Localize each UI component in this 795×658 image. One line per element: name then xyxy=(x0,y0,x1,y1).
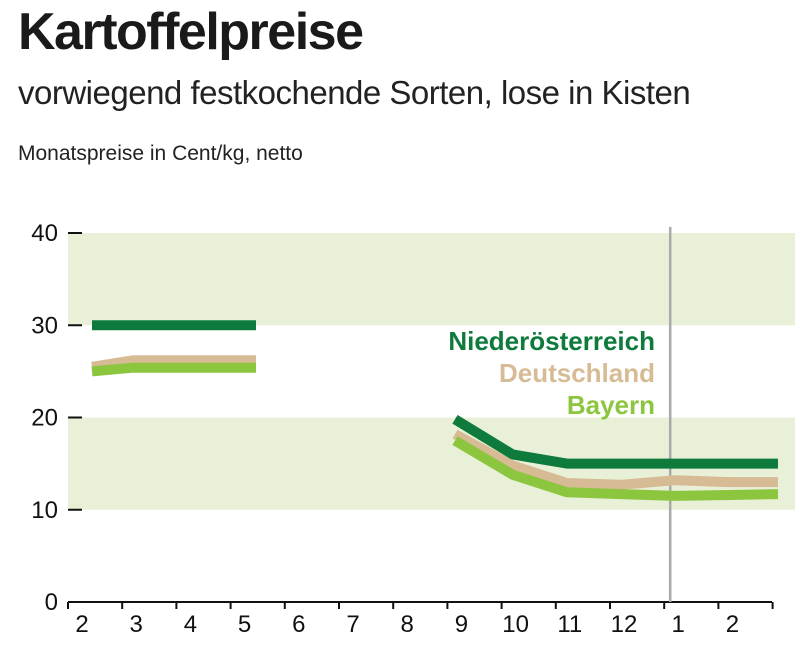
x-tick-label: 11 xyxy=(557,611,582,638)
x-tick-label: 10 xyxy=(502,611,529,638)
y-tick-label: 20 xyxy=(31,405,58,432)
y-tick-label: 40 xyxy=(31,220,58,247)
x-tick-label: 6 xyxy=(292,611,305,638)
series-line-bayern-1 xyxy=(452,436,779,501)
legend-deutschland: Deutschland xyxy=(499,358,655,388)
y-tick-label: 10 xyxy=(31,497,58,524)
y-tick-label: 0 xyxy=(45,589,58,616)
x-tick-label: 7 xyxy=(346,611,359,638)
series-line-niedersterreich-1 xyxy=(452,415,778,469)
series-line-bayern-0 xyxy=(91,362,256,377)
x-tick-label: 9 xyxy=(455,611,468,638)
band-1 xyxy=(68,233,795,326)
page-subtitle: vorwiegend festkochende Sorten, lose in … xyxy=(18,74,691,111)
x-tick-label: 12 xyxy=(611,611,638,638)
y-tick-label: 30 xyxy=(31,312,58,339)
x-tick-label: 2 xyxy=(75,611,88,638)
page-title: Kartoffelpreise xyxy=(18,3,364,61)
x-tick-label: 2 xyxy=(726,611,739,638)
x-tick-label: 3 xyxy=(130,611,143,638)
legend-niedersterreich: Niederösterreich xyxy=(448,326,655,356)
unit-label: Monatspreise in Cent/kg, netto xyxy=(18,142,303,165)
series-line-deutschland-0 xyxy=(91,355,256,372)
x-tick-label: 1 xyxy=(672,611,685,638)
x-tick-label: 8 xyxy=(401,611,414,638)
legend-bayern: Bayern xyxy=(567,390,655,420)
x-tick-label: 5 xyxy=(238,611,251,638)
series-line-deutschland-1 xyxy=(452,429,778,490)
x-tick-label: 4 xyxy=(184,611,197,638)
